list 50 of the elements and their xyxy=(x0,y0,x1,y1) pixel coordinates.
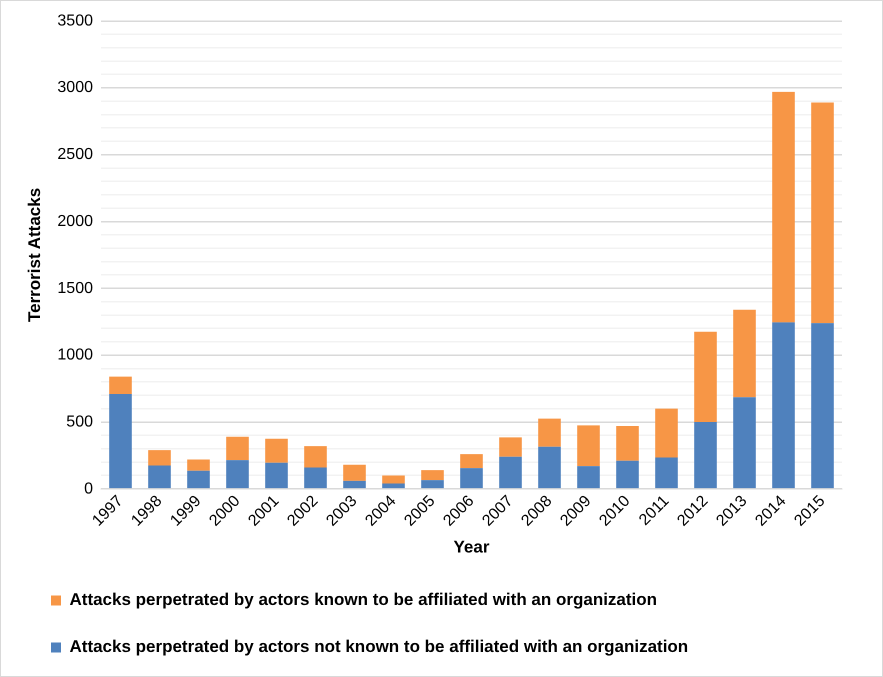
bar xyxy=(460,454,483,468)
bar xyxy=(499,437,522,457)
bar xyxy=(187,470,210,488)
bar xyxy=(577,425,600,466)
bar xyxy=(109,394,132,488)
bar xyxy=(343,480,366,488)
bar xyxy=(538,418,561,447)
bar xyxy=(421,480,444,488)
bar xyxy=(265,438,288,463)
bar xyxy=(538,446,561,488)
bar xyxy=(733,397,756,488)
y-tick-label: 500 xyxy=(66,413,94,430)
y-tick-label: 1500 xyxy=(57,280,94,297)
bar xyxy=(811,102,834,324)
bar xyxy=(148,465,171,488)
y-tick-label: 1000 xyxy=(57,346,94,364)
y-tick-label: 3500 xyxy=(57,12,94,30)
bar xyxy=(499,456,522,488)
bar xyxy=(421,470,444,480)
bar xyxy=(694,422,717,488)
bar xyxy=(109,376,132,394)
bar xyxy=(655,457,678,488)
bar xyxy=(694,332,717,422)
bar xyxy=(382,484,405,488)
bar xyxy=(265,462,288,488)
bar xyxy=(577,466,600,488)
bar xyxy=(304,446,327,468)
bar xyxy=(187,459,210,471)
bar xyxy=(343,464,366,481)
bar xyxy=(382,475,405,484)
legend-label: Attacks perpetrated by actors not known to be affiliated with an organization xyxy=(70,637,688,656)
y-tick-label: 2500 xyxy=(57,146,94,164)
bar xyxy=(226,460,249,488)
bar xyxy=(733,310,756,398)
bar xyxy=(772,322,795,488)
bar xyxy=(811,323,834,488)
bar xyxy=(460,468,483,488)
y-tick-label: 0 xyxy=(84,480,94,498)
y-axis-title: Terrorist Attacks xyxy=(24,188,44,322)
y-tick-label: 3000 xyxy=(57,79,94,96)
bar xyxy=(616,426,639,461)
bar xyxy=(655,408,678,458)
bar xyxy=(304,467,327,488)
x-axis-title: Year xyxy=(454,537,490,556)
bar xyxy=(772,92,795,322)
bar xyxy=(226,436,249,460)
bar xyxy=(616,460,639,488)
y-tick-label: 2000 xyxy=(57,212,94,230)
bar xyxy=(148,450,171,466)
legend-label: Attacks perpetrated by actors known to be affiliated with an organization xyxy=(70,590,658,610)
